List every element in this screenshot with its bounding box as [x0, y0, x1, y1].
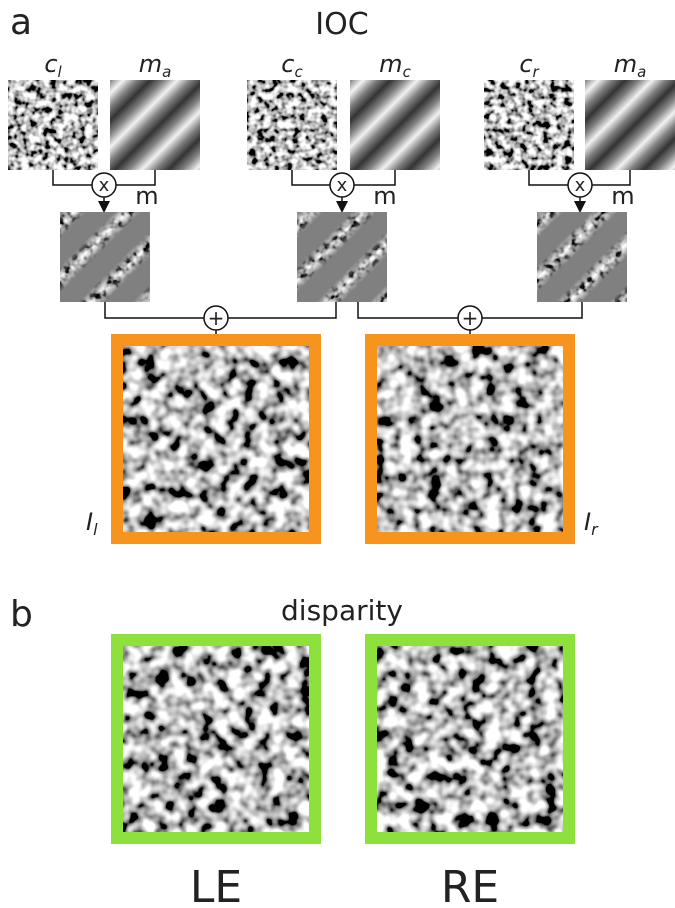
input-label: cc [281, 50, 303, 81]
output-image [117, 340, 315, 538]
grating-image [350, 80, 440, 170]
product-image [537, 212, 627, 302]
product-image [297, 212, 387, 302]
operator: + [462, 306, 479, 330]
carrier-image [484, 80, 574, 170]
carrier-image [247, 80, 337, 170]
input-label: cl [44, 50, 62, 81]
operator: + [208, 306, 225, 330]
input-label: mc [379, 50, 411, 81]
mask-label: m [135, 182, 158, 210]
mask-label: m [373, 182, 396, 210]
panel-label: b [10, 594, 33, 635]
eye-image [371, 640, 569, 838]
operator: x [575, 175, 586, 196]
mask-label: m [611, 182, 634, 210]
output-label: Il [86, 508, 98, 539]
operator: x [337, 175, 348, 196]
eye-label: RE [441, 862, 499, 908]
carrier-image [8, 80, 98, 170]
input-label: cr [519, 50, 539, 81]
grating-image [110, 80, 200, 170]
page: {"panel_a": {"label": "a", "title": "IOC… [0, 0, 675, 908]
product-image [60, 212, 150, 302]
eye-image [117, 640, 315, 838]
grating-image [585, 80, 675, 170]
panel-label: a [10, 2, 32, 43]
panel-title: disparity [281, 594, 403, 627]
input-label: ma [139, 50, 172, 81]
figure: a IOC cl ma cc mc cr ma x m x m x m + + … [0, 0, 675, 908]
input-label: ma [614, 50, 647, 81]
output-image [371, 340, 569, 538]
eye-label: LE [190, 862, 242, 908]
output-label: Ir [584, 508, 599, 539]
panel-title: IOC [315, 7, 368, 42]
operator: x [99, 175, 110, 196]
